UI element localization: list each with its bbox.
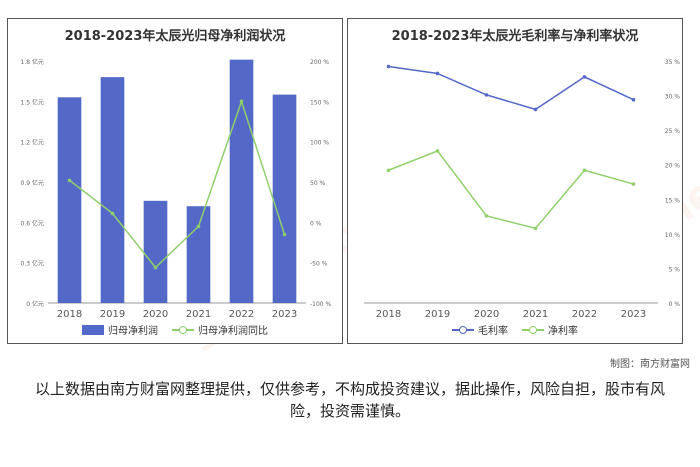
legend-item-net-margin[interactable]: 净利率	[522, 322, 578, 337]
legend-label: 毛利率	[478, 326, 508, 337]
y-right-tick-label: 5 %	[669, 266, 681, 273]
bar-mark	[229, 59, 254, 304]
x-tick-label: 2020	[474, 309, 499, 320]
legend-bar-swatch	[82, 324, 104, 335]
legend-item-gross-margin[interactable]: 毛利率	[452, 322, 508, 337]
x-tick-label: 2019	[100, 309, 125, 320]
net-margin-point	[582, 168, 587, 173]
net-margin-point	[484, 214, 489, 218]
net-profit-chart-panel: 2018-2023年太辰光归母净利润状况 0 亿元 0.3 亿元 0.6 亿元 0.9…	[7, 18, 343, 344]
gross-margin-point	[582, 75, 587, 79]
y-right-tick-label: 0 %	[310, 220, 322, 227]
gross-margin-point	[435, 71, 440, 76]
y-right-tick-label: 100 %	[310, 140, 329, 147]
chart-credit: 制图：南方财富网	[610, 359, 690, 370]
x-tick-label: 2020	[143, 309, 168, 320]
y-right-tick-label: 35 %	[665, 59, 681, 66]
legend-label: 净利率	[548, 326, 578, 337]
x-tick-label: 2019	[425, 309, 450, 320]
y-right-tick-label: 10 %	[665, 232, 681, 239]
legend-item-bar[interactable]: 归母净利润	[82, 322, 158, 337]
yoy-point	[196, 224, 201, 229]
x-tick-label: 2022	[229, 309, 254, 320]
legend-label: 归母净利润同比	[198, 326, 268, 337]
yoy-series-line	[69, 98, 286, 269]
margin-chart: 0 % 5 % 10 % 15 % 20 % 25 % 30 % 35 % 2018 2019 20…	[364, 59, 681, 320]
gross-margin-line	[388, 65, 634, 111]
x-tick-label: 2021	[186, 309, 211, 320]
gross-margin-point	[631, 97, 636, 102]
yoy-point	[67, 178, 72, 183]
legend-line-swatch	[452, 325, 474, 335]
y-right-tick-label: 200 %	[310, 59, 329, 66]
x-tick-label: 2018	[57, 309, 82, 320]
gross-margin-point	[484, 93, 489, 97]
y-left-tick-label: 0 亿元	[26, 300, 44, 308]
y-left-tick-label: 0.9 亿元	[21, 179, 44, 187]
legend-label: 归母净利润	[108, 326, 158, 337]
y-left-tick-label: 1.8 亿元	[21, 58, 44, 66]
y-right-tick-label: -50 %	[310, 261, 328, 268]
bar-mark	[57, 97, 82, 303]
y-right-tick-label: 150 %	[310, 99, 329, 106]
y-right-tick-label: 30 %	[665, 94, 681, 101]
bar-mark	[272, 94, 297, 303]
bar-mark	[186, 206, 211, 303]
chart-legend: 毛利率 净利率	[348, 322, 682, 337]
net-profit-chart: 0 亿元 0.3 亿元 0.6 亿元 0.9 亿元 1.2 亿元 1.5 亿元 1.8 亿元…	[21, 58, 332, 320]
y-left-tick-label: 1.5 亿元	[21, 98, 44, 106]
y-right-tick-label: 0 %	[669, 301, 681, 308]
y-right-tick-label: 20 %	[665, 163, 681, 170]
x-tick-label: 2023	[272, 309, 297, 320]
margin-chart-panel: 2018-2023年太辰光毛利率与净利率状况 0 % 5 % 10 % 15 % 20 …	[347, 18, 683, 344]
y-right-tick-label: 15 %	[665, 197, 681, 204]
x-tick-label: 2018	[376, 309, 401, 320]
x-tick-label: 2022	[572, 309, 597, 320]
y-right-tick-label: 25 %	[665, 128, 681, 135]
net-margin-point	[386, 168, 391, 173]
net-margin-point	[631, 182, 636, 186]
bar-mark	[143, 200, 168, 303]
chart-legend: 归母净利润 归母净利润同比	[8, 322, 342, 337]
gross-margin-point	[386, 64, 391, 69]
yoy-point	[153, 265, 158, 270]
y-left-tick-label: 0.3 亿元	[21, 260, 44, 268]
y-right-tick-label: -100 %	[310, 301, 332, 308]
y-left-tick-label: 1.2 亿元	[21, 139, 44, 147]
y-left-tick-label: 0.6 亿元	[21, 219, 44, 227]
bar-mark	[100, 77, 125, 303]
legend-line-swatch	[522, 325, 544, 335]
yoy-point	[110, 211, 115, 216]
chart-title: 2018-2023年太辰光毛利率与净利率状况	[391, 29, 639, 44]
net-margin-line	[388, 149, 634, 230]
net-margin-point	[533, 226, 538, 231]
x-tick-label: 2023	[621, 309, 646, 320]
chart-title: 2018-2023年太辰光归母净利润状况	[64, 29, 286, 44]
disclaimer-text: 以上数据由南方财富网整理提供，仅供参考，不构成投资建议，据此操作，风险自担，股市…	[34, 380, 665, 420]
gross-margin-point	[533, 107, 538, 112]
x-tick-label: 2021	[523, 309, 548, 320]
yoy-point	[239, 99, 244, 104]
y-right-tick-label: 50 %	[310, 180, 326, 187]
legend-item-line[interactable]: 归母净利润同比	[172, 322, 268, 337]
legend-line-swatch	[172, 325, 194, 335]
yoy-point	[282, 232, 287, 237]
net-margin-point	[435, 149, 440, 153]
